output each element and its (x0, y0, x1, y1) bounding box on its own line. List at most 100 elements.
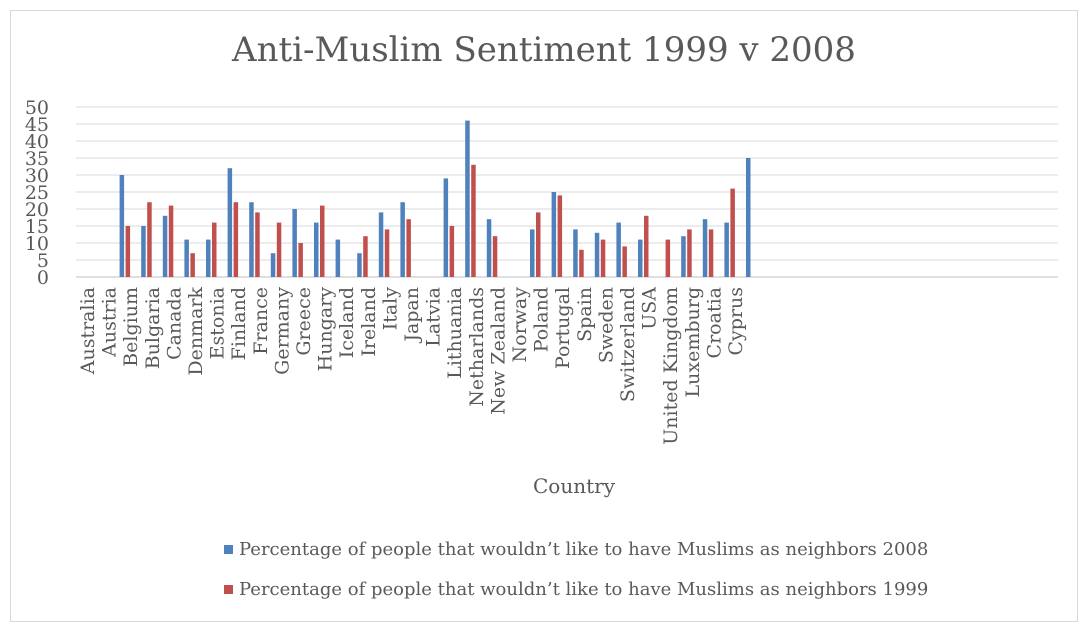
bar-2008 (594, 232, 600, 277)
y-tick-label: 35 (25, 148, 49, 170)
x-tick-label: Japan (401, 287, 423, 344)
bar-1999 (687, 229, 692, 277)
legend-swatch-2008 (224, 544, 233, 554)
x-tick-label: New Zealand (487, 287, 509, 415)
y-tick-label: 5 (37, 250, 49, 272)
bar-1999 (276, 222, 282, 277)
bar-1999 (190, 253, 195, 277)
x-tick-label: USA (639, 287, 661, 330)
x-tick-label: Croatia (703, 287, 725, 358)
x-tick-label: Iceland (336, 287, 358, 358)
bar-1999 (125, 226, 131, 277)
y-tick-label: 20 (25, 199, 49, 221)
bar-2008 (184, 239, 189, 277)
gridlines (76, 106, 1058, 278)
bar-2008 (746, 158, 751, 277)
bar-1999 (320, 205, 325, 277)
legend: Percentage of people that wouldn’t like … (224, 538, 928, 618)
bar-2008 (378, 212, 384, 277)
y-tick-label: 40 (25, 131, 49, 153)
x-tick-label: Netharlands (466, 287, 488, 407)
bar-1999 (298, 243, 303, 277)
bar-2008 (162, 215, 168, 277)
bar-1999 (233, 202, 239, 277)
bar-1999 (406, 219, 411, 277)
bar-1999 (471, 164, 476, 277)
bar-2008 (616, 222, 621, 277)
x-tick-label: France (250, 287, 272, 355)
bar-2008 (724, 222, 729, 277)
bar-2008 (681, 236, 686, 277)
x-tick-label: Greece (293, 287, 315, 356)
legend-item-1999: Percentage of people that wouldn’t like … (224, 578, 928, 600)
x-tick-label: Bulgaria (142, 287, 164, 369)
bar-2008 (141, 226, 146, 277)
bar-2008 (551, 192, 557, 277)
legend-label-1999: Percentage of people that wouldn’t like … (239, 578, 929, 600)
x-tick-label: Austria (99, 287, 121, 358)
bar-1999 (600, 239, 606, 277)
bar-1999 (449, 226, 455, 277)
x-tick-label: Denmark (185, 287, 207, 376)
x-tick-label: Lithuania (444, 287, 466, 379)
bar-2008 (314, 222, 319, 277)
x-tick-label: United Kingdom (660, 287, 682, 445)
x-tick-label: Cyprus (725, 287, 747, 356)
x-tick-label: Belgium (120, 287, 142, 367)
bar-2008 (443, 178, 449, 277)
x-tick-label: Portugal (552, 287, 574, 369)
y-tick-label: 0 (37, 267, 49, 289)
x-tick-label: Norway (509, 287, 531, 363)
bar-1999 (579, 249, 584, 277)
bar-2008 (465, 120, 470, 277)
bar-1999 (363, 236, 368, 277)
bar-1999 (255, 212, 260, 277)
x-tick-label: Italy (379, 287, 401, 331)
x-tick-label: Australia (77, 287, 99, 375)
y-tick-label: 45 (25, 114, 49, 136)
x-tick-label: Switzerland (617, 287, 639, 402)
bar-1999 (622, 246, 627, 277)
bar-1999 (384, 229, 390, 277)
x-tick-label: Hungary (315, 287, 337, 372)
y-tick-label: 10 (25, 233, 49, 255)
bar-1999 (557, 195, 563, 277)
legend-swatch-1999 (224, 584, 233, 594)
x-tick-label: Latvia (423, 287, 445, 347)
x-tick-label: Estonia (207, 287, 229, 359)
y-tick-label: 25 (25, 182, 49, 204)
bar-2008 (270, 253, 276, 277)
bar-2008 (357, 253, 362, 277)
y-tick-label: 30 (25, 165, 49, 187)
bar-1999 (665, 239, 671, 277)
chart-frame (10, 10, 1078, 622)
legend-label-2008: Percentage of people that wouldn’t like … (239, 538, 929, 560)
x-tick-label: Luxemburg (682, 287, 704, 397)
bar-2008 (292, 209, 297, 277)
bar-2008 (638, 239, 643, 277)
bar-1999 (212, 222, 217, 277)
bar-2008 (400, 202, 405, 277)
x-tick-label: Ireland (358, 287, 380, 357)
bar-2008 (702, 219, 708, 277)
bar-2008 (227, 168, 233, 277)
bar-2008 (249, 202, 254, 277)
y-tick-label: 15 (25, 216, 49, 238)
x-tick-label: Sweden (595, 287, 617, 363)
chart-title: Anti-Muslim Sentiment 1999 v 2008 (232, 30, 856, 70)
bar-2008 (486, 219, 492, 277)
x-tick-label: Germany (271, 287, 293, 375)
bar-2008 (335, 239, 341, 277)
x-axis-ticks: Australia Austria Belgium Bulgaria Canada Den… (77, 287, 747, 445)
bar-1999 (536, 212, 541, 277)
bar-1999 (730, 188, 735, 277)
bar-1999 (492, 236, 498, 277)
bar-2008 (206, 239, 211, 277)
bar-1999 (168, 205, 174, 277)
bar-2008 (530, 229, 535, 277)
bar-1999 (644, 215, 649, 277)
bar-2008 (573, 229, 578, 277)
x-tick-label: Finland (228, 287, 250, 360)
